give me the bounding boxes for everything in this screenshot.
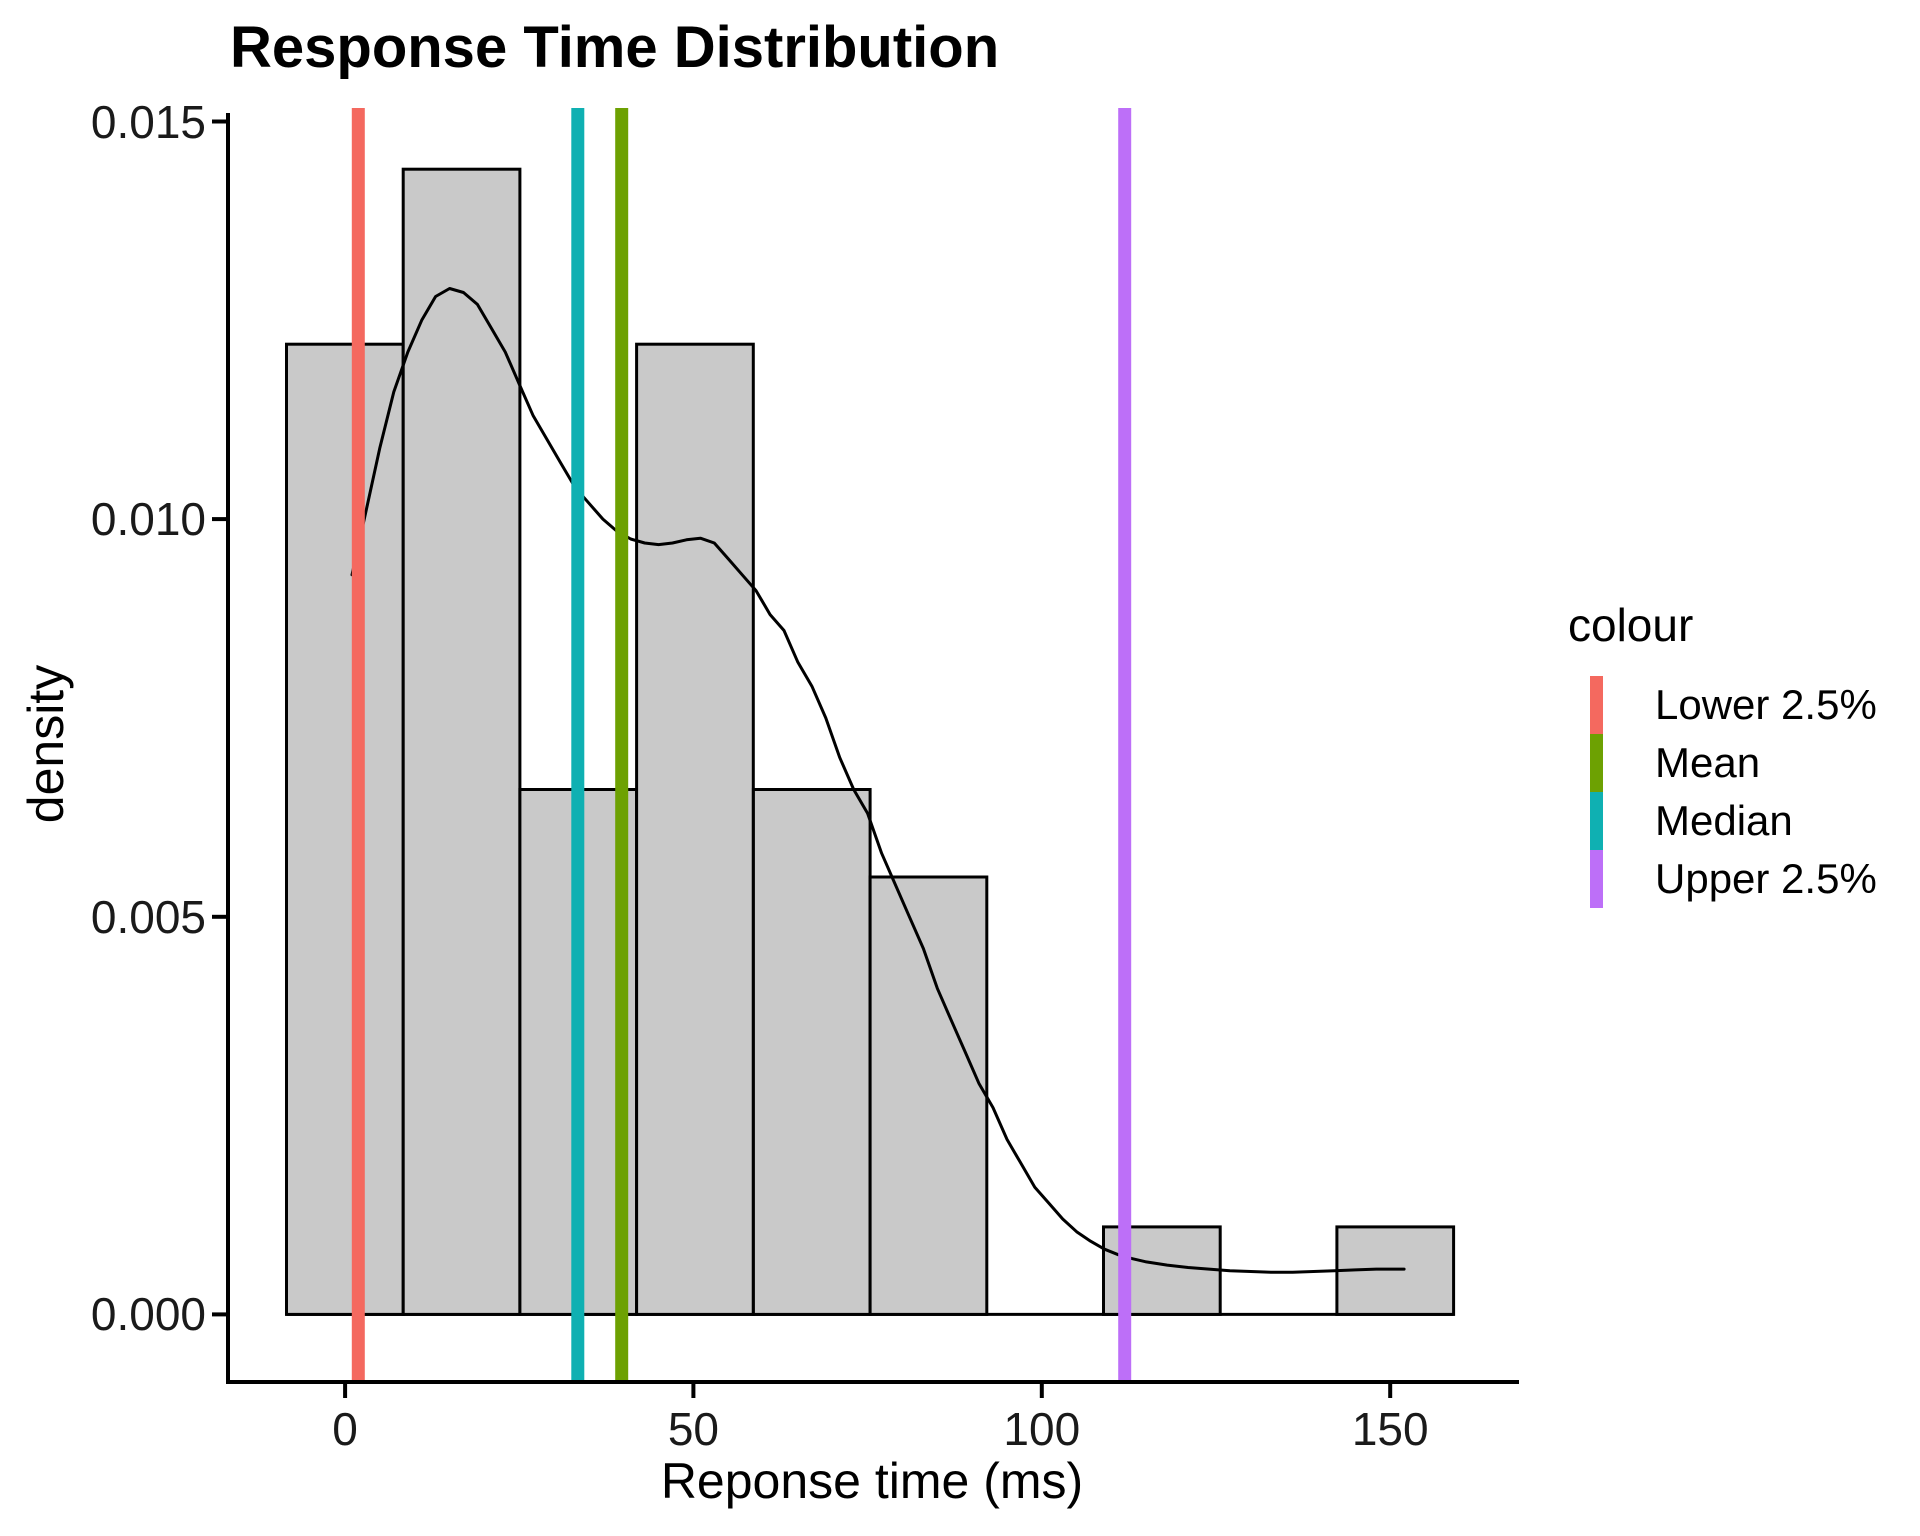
histogram-bar [635,342,755,1316]
y-axis-title: density [18,664,74,824]
y-tick-label-0.010: 0.010 [90,493,206,546]
histogram-bar [401,167,522,1316]
y-tick-label-0.005: 0.005 [90,890,206,943]
x-tick-label-50: 50 [667,1403,720,1455]
legend-label-upper-2-5: Upper 2.5% [1655,855,1877,902]
legend-key-upper-2-5-icon [1590,850,1603,908]
y-tick-label-0.015: 0.015 [90,95,206,148]
legend-labels: Lower 2.5% Mean Median Upper 2.5% [1655,676,1877,908]
histogram-bar [285,342,405,1316]
legend-label-median: Median [1655,797,1793,844]
density-curve [350,287,1406,1274]
x-axis-title: Reponse time (ms) [660,1453,1084,1509]
x-tick-label-0: 0 [332,1403,358,1455]
histogram-bar [868,875,989,1316]
y-tick-label-0.000: 0.000 [90,1288,206,1341]
legend-key-median-icon [1590,792,1603,850]
x-tick-label-100: 100 [1003,1403,1081,1455]
x-tick-label-150: 150 [1351,1403,1429,1455]
legend-key-column [1590,676,1603,908]
legend-title: colour [1568,599,1694,651]
chart-title: Response Time Distribution [230,15,1000,80]
legend-key-mean-icon [1590,734,1603,792]
legend: colour Lower 2.5% Mean Median Upper 2.5% [1568,598,1877,908]
histogram-bar [751,788,872,1316]
legend-label-mean: Mean [1655,739,1761,786]
legend-label-lower-2-5: Lower 2.5% [1655,681,1877,728]
legend-key-lower-2-5-icon [1590,676,1603,734]
